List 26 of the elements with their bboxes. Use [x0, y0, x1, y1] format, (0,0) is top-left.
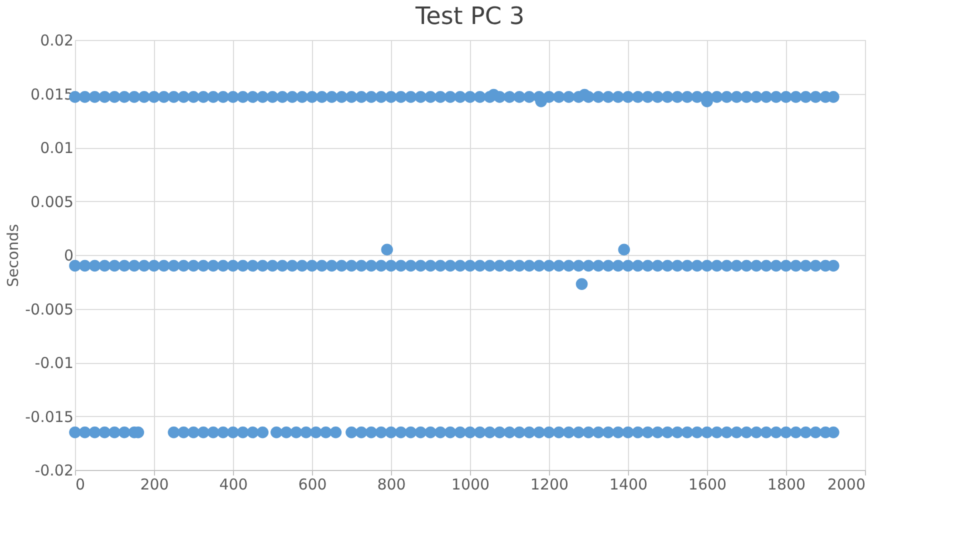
- y-axis-title: Seconds: [4, 224, 22, 288]
- y-tick-label: 0: [64, 246, 74, 264]
- point: [578, 88, 590, 101]
- point: [381, 244, 393, 256]
- x-tick-label: 400: [219, 476, 248, 494]
- y-tick-label: 0.005: [30, 192, 74, 211]
- x-tick-label: 600: [298, 476, 327, 494]
- y-tick-label: 0.02: [40, 32, 74, 50]
- x-tick-label: 800: [377, 476, 406, 494]
- y-tick-label: -0.01: [34, 354, 74, 372]
- x-tick-label: 200: [140, 476, 169, 494]
- point: [618, 244, 630, 256]
- y-tick-label: -0.005: [25, 300, 74, 318]
- y-tick-label: 0.01: [40, 139, 74, 157]
- y-tick-label: -0.02: [34, 462, 74, 480]
- x-tick-label: 1400: [609, 476, 648, 494]
- y-tick-label: -0.015: [25, 408, 74, 426]
- point: [576, 278, 588, 290]
- x-tick-label: 2000: [827, 476, 866, 494]
- x-tick-label: 1200: [530, 476, 569, 494]
- chart-title: Test PC 3: [414, 2, 525, 30]
- x-tick-label: 1000: [451, 476, 490, 494]
- x-tick-label: 1600: [688, 476, 727, 494]
- x-tick-label: 1800: [767, 476, 806, 494]
- point: [488, 88, 500, 101]
- x-tick-label: 0: [76, 476, 86, 494]
